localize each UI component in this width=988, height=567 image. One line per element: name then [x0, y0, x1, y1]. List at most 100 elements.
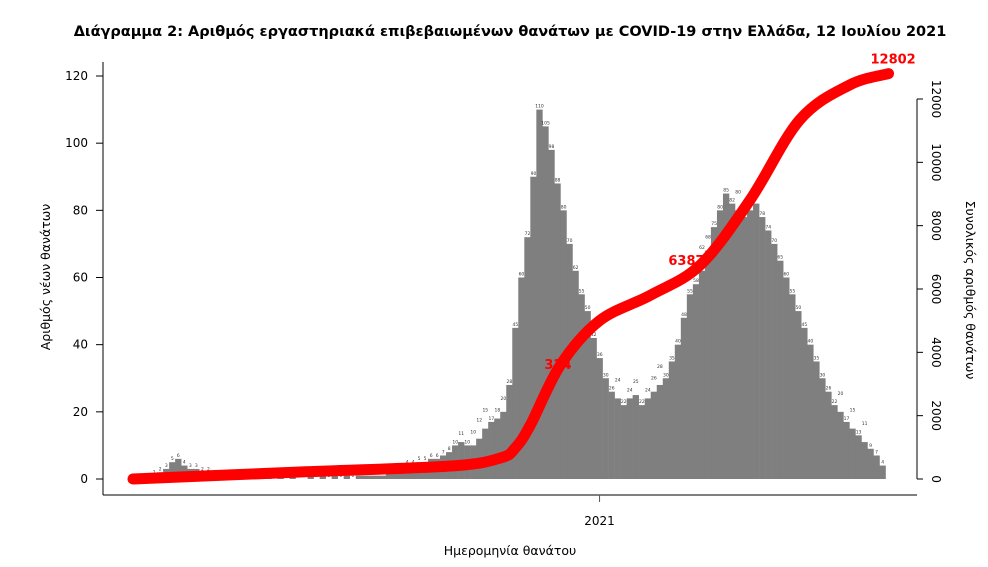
bar	[307, 475, 314, 479]
bar-value-label: 10	[452, 439, 458, 445]
bar	[662, 378, 670, 479]
bar-value-label: 35	[669, 355, 675, 361]
bar	[536, 109, 543, 479]
bar	[548, 149, 555, 479]
bar-value-label: 28	[657, 364, 663, 370]
y2-tick-label: 2000	[929, 400, 943, 431]
y-tick-label: 20	[73, 405, 88, 419]
bar-value-label: 11	[862, 421, 868, 427]
bar-value-label: 10	[470, 429, 476, 435]
y-tick-label: 100	[65, 136, 88, 150]
bar-value-label: 55	[789, 288, 795, 294]
bar	[650, 391, 658, 479]
bar	[686, 294, 694, 479]
bar	[524, 237, 531, 479]
bar	[747, 210, 754, 480]
bar	[512, 327, 519, 479]
bar	[765, 230, 772, 479]
bar	[530, 176, 537, 479]
bar-value-label: 42	[591, 332, 597, 338]
y-tick-label: 120	[65, 69, 88, 83]
bar-value-label: 2	[207, 466, 210, 472]
x-axis-label: Ημερομηνία θανάτου	[444, 543, 577, 558]
bar	[879, 465, 886, 479]
annotation-label: 12802	[871, 53, 916, 68]
bar	[632, 395, 639, 479]
bar	[373, 475, 381, 479]
bar	[590, 337, 597, 479]
bar-value-label: 50	[585, 305, 591, 311]
bar	[488, 421, 495, 479]
bar-value-label: 40	[808, 339, 814, 345]
bar	[385, 472, 393, 479]
bar	[367, 475, 375, 479]
bar-value-label: 78	[759, 211, 765, 217]
bar-value-label: 10	[464, 439, 470, 445]
bar-value-label: 26	[651, 376, 657, 382]
bar	[849, 428, 856, 479]
y-axis-left: 0 20 40 60 80 100 120	[65, 69, 103, 486]
bar	[855, 435, 862, 479]
bar-value-label: 7	[875, 449, 878, 455]
bar	[620, 405, 627, 479]
bar	[825, 391, 832, 479]
bar-value-label: 6	[436, 453, 439, 459]
bar	[777, 260, 784, 479]
bar-value-label: 8	[448, 446, 451, 452]
bar	[710, 227, 718, 479]
x-tick-label: 2021	[584, 514, 615, 528]
bar	[554, 183, 561, 479]
bar	[716, 210, 724, 480]
bar-value-label: 55	[687, 288, 693, 294]
bar-value-label: 110	[535, 104, 544, 110]
y2-tick-label: 4000	[929, 337, 943, 368]
bar-value-label: 2	[159, 466, 162, 472]
y-axis-label: Αριθμός νέων θανάτων	[38, 204, 53, 351]
bar	[807, 344, 814, 479]
bar	[614, 398, 621, 479]
bar-value-label: 17	[844, 416, 850, 422]
bar	[379, 475, 387, 479]
bar-value-label: 22	[832, 399, 838, 405]
annotation-label: 324	[544, 358, 571, 373]
bar-value-label: 2	[201, 466, 204, 472]
bar-value-label: 18	[494, 408, 500, 414]
bar-value-label: 35	[814, 355, 820, 361]
y2-tick-label: 8000	[929, 210, 943, 241]
bar	[668, 361, 676, 479]
bar-value-label: 36	[597, 352, 603, 358]
bar	[783, 277, 790, 479]
bar-value-label: 85	[723, 188, 729, 194]
bar-value-label: 4	[406, 460, 409, 466]
bar-value-label: 22	[621, 399, 627, 405]
y2-tick-label: 10000	[929, 143, 943, 181]
bar-value-label: 70	[771, 238, 777, 244]
bar-value-label: 7	[442, 449, 445, 455]
annotation-label: 6387	[668, 254, 704, 269]
bar-value-label: 0	[351, 473, 354, 479]
bar-value-label: 13	[856, 429, 862, 435]
bar-value-label: 4	[881, 460, 884, 466]
bar-value-label: 40	[675, 339, 681, 345]
bar	[831, 405, 838, 479]
bar	[638, 405, 645, 479]
y2-tick-label: 6000	[929, 274, 943, 305]
bar-value-label: 70	[567, 238, 573, 244]
bar-value-label: 55	[579, 288, 585, 294]
bar	[680, 317, 688, 479]
bar-value-label: 80	[735, 189, 741, 195]
bar-value-label: 3	[165, 463, 168, 469]
bar	[741, 217, 748, 480]
bar	[861, 442, 868, 479]
bar	[572, 270, 579, 479]
y-tick-label: 80	[73, 203, 88, 217]
bar	[518, 277, 525, 479]
bar-value-label: 74	[765, 224, 771, 230]
bar	[584, 311, 591, 479]
bar	[343, 475, 351, 479]
bar	[506, 384, 513, 479]
bar-value-label: 75	[711, 221, 717, 227]
bar	[837, 411, 844, 479]
y-tick-label: 0	[80, 472, 88, 486]
